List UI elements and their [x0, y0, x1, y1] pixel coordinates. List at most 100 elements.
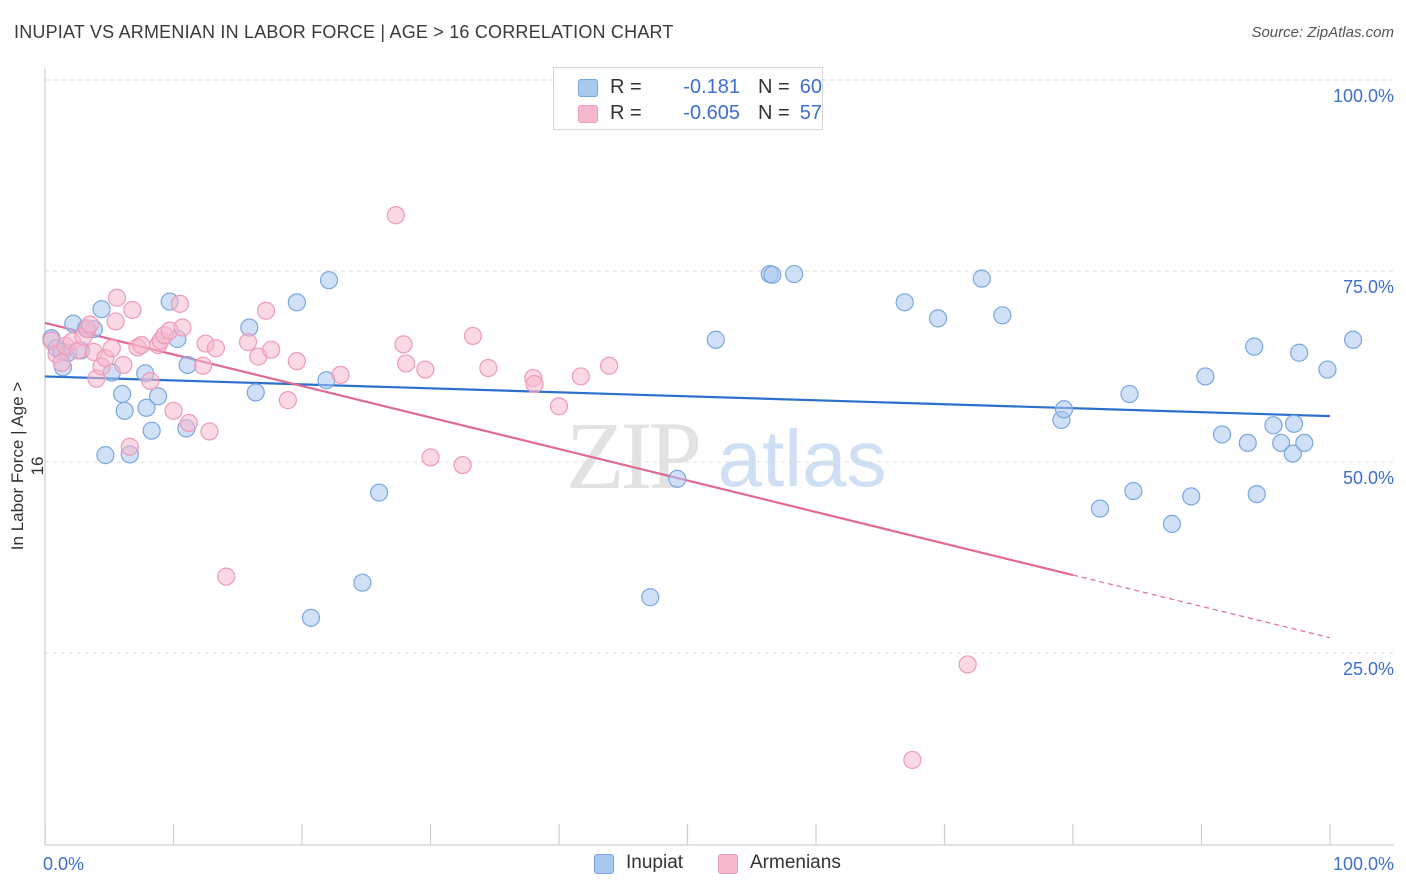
inupiat-point — [668, 469, 687, 488]
armenians-point — [120, 437, 139, 456]
armenians-point — [287, 352, 306, 371]
inupiat-trend-line — [44, 375, 1331, 418]
inupiat-point — [785, 264, 804, 284]
armenians-point — [114, 355, 133, 375]
armenians-point — [549, 397, 569, 416]
n-label: N = — [758, 76, 790, 98]
n-value: 57 — [799, 102, 822, 124]
armenians-point — [479, 358, 498, 378]
inupiat-point — [1196, 367, 1215, 386]
inupiat-point — [993, 306, 1012, 325]
armenians-point — [394, 335, 413, 354]
legend-label: Armenians — [750, 852, 841, 873]
inupiat-point — [1284, 414, 1304, 433]
armenians-point — [106, 312, 125, 331]
grid — [45, 79, 1394, 654]
inupiat-point — [137, 398, 156, 417]
armenians-point — [123, 300, 142, 320]
inupiat-point — [142, 421, 161, 440]
inupiat-point — [1245, 337, 1264, 356]
inupiat-point — [178, 355, 197, 375]
inupiat-swatch — [578, 79, 598, 97]
r-value: -0.605 — [683, 102, 740, 124]
y-axis-title: In Labor Force | Age > 16 — [8, 381, 47, 551]
y-tick-label: 100.0% — [1333, 86, 1394, 106]
armenians-point — [453, 455, 472, 475]
inupiat-point — [1120, 384, 1139, 404]
armenians-point — [331, 365, 350, 385]
armenians-point — [278, 391, 297, 410]
armenians-point — [386, 206, 405, 225]
inupiat-point — [1344, 330, 1363, 349]
armenians-trend-extension — [1072, 574, 1331, 639]
inupiat-point — [301, 608, 321, 627]
inupiat-point — [1272, 433, 1291, 452]
inupiat-point — [1238, 433, 1257, 452]
inupiat-point — [706, 330, 725, 349]
series-legend: Inupiat Armenians — [0, 851, 1406, 879]
inupiat-point — [641, 588, 660, 607]
armenians-legend-swatch — [718, 854, 738, 874]
inupiat-point — [96, 446, 115, 465]
inupiat-point — [1212, 425, 1232, 444]
armenians-point — [958, 655, 977, 674]
armenians-point — [193, 356, 213, 375]
armenians-point — [179, 413, 199, 433]
inupiat-point — [353, 573, 372, 592]
armenians-point — [416, 360, 435, 379]
r-label: R = — [610, 102, 642, 124]
n-value: 60 — [799, 76, 822, 98]
armenians-point — [600, 356, 619, 375]
inupiat-point — [92, 300, 111, 319]
inupiat-point — [1182, 487, 1201, 506]
inupiat-point — [1162, 514, 1182, 533]
legend-label: Inupiat — [626, 852, 684, 873]
y-tick-label: 50.0% — [1343, 468, 1394, 488]
armenians-point — [571, 367, 590, 386]
armenians-point — [173, 318, 192, 337]
r-value: -0.181 — [683, 76, 740, 98]
inupiat-point — [1124, 481, 1143, 501]
inupiat-point — [115, 401, 134, 420]
armenians-point — [396, 354, 416, 373]
inupiat-point — [319, 271, 339, 290]
armenians-point — [80, 315, 100, 334]
armenians-point — [256, 301, 276, 320]
armenians-point — [132, 336, 151, 355]
armenians-point — [200, 422, 219, 441]
inupiat-point — [972, 269, 991, 288]
inupiat-point — [1247, 484, 1266, 504]
inupiat-point — [112, 384, 132, 404]
armenians-swatch — [578, 105, 598, 123]
inupiat-legend-swatch — [594, 854, 614, 874]
stats-legend: R = -0.181 N = 60 R = -0.605 N = 57 — [553, 67, 823, 130]
y-tick-label: 25.0% — [1343, 659, 1394, 679]
armenians-point — [206, 339, 226, 358]
inupiat-point — [1318, 360, 1337, 379]
inupiat-point — [370, 483, 389, 502]
inupiat-point — [246, 383, 265, 402]
chart-title: INUPIAT VS ARMENIAN IN LABOR FORCE | AGE… — [14, 22, 674, 42]
armenians-point — [903, 750, 922, 770]
armenians-trend-line — [44, 321, 1074, 577]
source-label: Source: ZipAtlas.com — [1251, 24, 1394, 41]
armenians-point — [141, 371, 160, 391]
inupiat-point — [1283, 444, 1302, 463]
armenians-point — [421, 448, 440, 467]
armenians-point — [170, 294, 190, 313]
axis-labels: 25.0% 50.0% 75.0% 100.0% 0.0% 100.0% — [43, 86, 1394, 874]
axes — [44, 68, 1394, 846]
armenians-point — [217, 567, 236, 586]
trend-lines — [44, 321, 1331, 639]
inupiat-point — [928, 309, 948, 328]
armenians-point — [102, 339, 121, 358]
inupiat-point — [148, 387, 168, 406]
inupiat-point — [895, 293, 914, 312]
inupiat-point — [1290, 343, 1309, 362]
inupiat-point — [1295, 433, 1314, 452]
inupiat-point — [1054, 400, 1074, 419]
inupiat-point — [1090, 499, 1110, 518]
r-label: R = — [610, 76, 642, 98]
armenians-point — [525, 374, 544, 394]
